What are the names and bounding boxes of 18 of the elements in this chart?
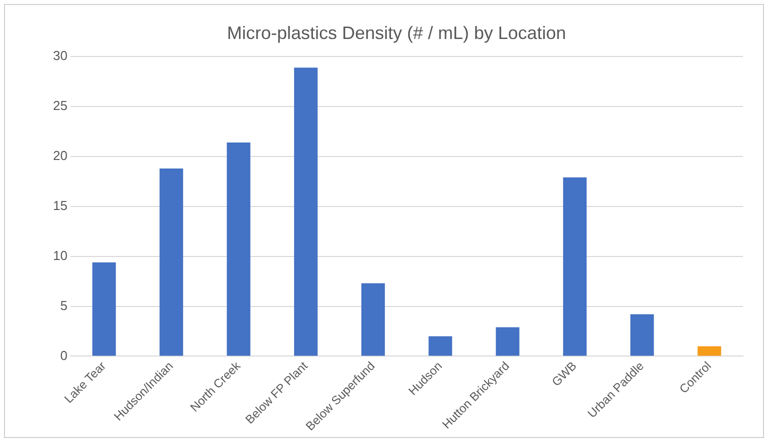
y-tick-label: 25 xyxy=(52,98,68,114)
bar xyxy=(160,168,184,356)
bar xyxy=(294,68,318,356)
bar xyxy=(698,346,722,356)
bar xyxy=(92,262,116,356)
y-tick-label: 10 xyxy=(52,248,68,263)
bar xyxy=(630,314,654,356)
chart-title: Micro-plastics Density (# / mL) by Location xyxy=(226,22,566,43)
bar xyxy=(226,142,250,356)
bar xyxy=(361,283,385,356)
y-tick-label: 5 xyxy=(60,298,68,313)
bar xyxy=(496,327,520,356)
bar xyxy=(428,336,452,356)
y-tick-label: 30 xyxy=(52,48,68,64)
y-tick-label: 20 xyxy=(52,148,68,164)
y-tick-label: 15 xyxy=(52,198,68,213)
bar xyxy=(563,177,587,356)
y-tick-label: 0 xyxy=(60,348,68,363)
